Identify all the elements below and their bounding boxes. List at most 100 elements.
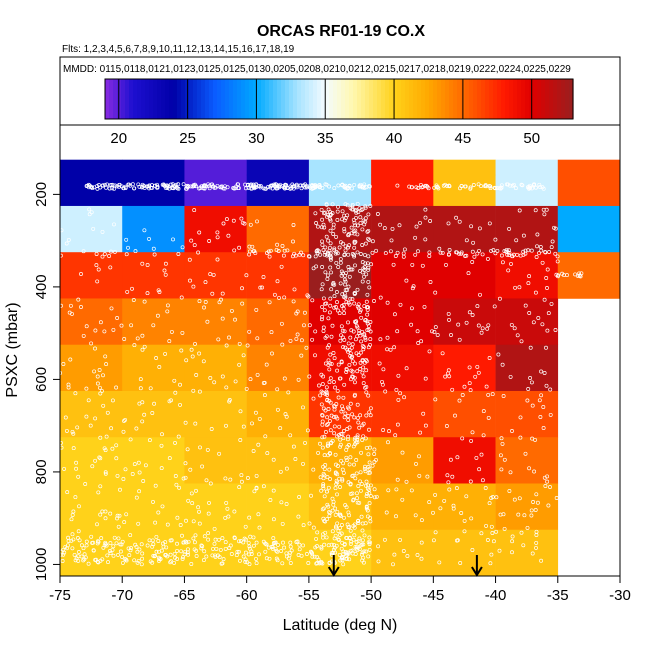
sample-point	[277, 184, 282, 189]
sample-point	[358, 488, 363, 493]
sample-point	[284, 183, 289, 188]
sample-point	[372, 447, 377, 452]
sample-point	[271, 536, 276, 541]
sample-point	[500, 441, 505, 446]
sample-point	[90, 540, 95, 545]
colorbar-strip	[381, 79, 386, 119]
colorbar-strip	[197, 79, 202, 119]
sample-point	[385, 335, 390, 340]
colorbar-strip	[169, 79, 174, 119]
sample-point	[357, 328, 362, 333]
colorbar-strip	[109, 79, 114, 119]
sample-point	[446, 221, 451, 226]
sample-point	[288, 544, 293, 549]
sample-point	[501, 512, 506, 517]
sample-point	[237, 539, 241, 544]
arrows	[327, 555, 483, 577]
sample-point	[409, 322, 414, 327]
sample-point	[219, 297, 223, 302]
sample-point	[320, 422, 325, 427]
sample-point	[366, 393, 371, 398]
sample-point	[301, 183, 305, 188]
colorbar-strip	[173, 79, 178, 119]
sample-point	[198, 186, 203, 190]
sample-point	[427, 254, 432, 258]
sample-point	[83, 482, 88, 486]
sample-point	[140, 400, 145, 405]
sample-point	[343, 411, 348, 416]
sample-point	[92, 369, 97, 374]
sample-point	[156, 510, 161, 515]
sample-point	[470, 260, 475, 264]
sample-point	[307, 521, 312, 526]
sample-point	[329, 287, 334, 292]
sample-point	[220, 374, 225, 379]
sample-point	[401, 254, 406, 259]
sample-point	[100, 557, 105, 562]
sample-point	[288, 184, 293, 189]
colorbar-strip	[557, 79, 562, 119]
sample-point	[224, 217, 229, 222]
colorbar-strip	[217, 79, 222, 119]
sample-point	[142, 299, 147, 304]
sample-point	[484, 384, 489, 389]
sample-point	[457, 337, 462, 342]
sample-point	[229, 552, 234, 556]
sample-point	[246, 552, 251, 557]
sample-point	[497, 186, 502, 191]
arrow-marker	[327, 555, 340, 577]
sample-point	[476, 182, 481, 187]
sample-point	[528, 376, 533, 380]
colorbar-strip	[421, 79, 426, 119]
sample-point	[311, 396, 316, 401]
sample-point	[357, 184, 362, 189]
sample-point	[72, 552, 77, 557]
sample-point	[268, 498, 273, 502]
sample-point	[137, 489, 142, 494]
sample-point	[70, 311, 74, 316]
sample-point	[526, 248, 531, 253]
sample-point	[183, 420, 188, 425]
colorbar-strip	[205, 79, 210, 119]
sample-point	[320, 304, 325, 309]
sample-point	[292, 287, 297, 292]
sample-point	[75, 425, 80, 430]
sample-point	[70, 532, 75, 537]
sample-point	[324, 423, 329, 427]
sample-point	[175, 557, 180, 561]
sample-point	[339, 360, 344, 365]
sample-point	[340, 556, 345, 561]
sample-point	[278, 469, 283, 474]
sample-point	[328, 428, 333, 433]
sample-point	[513, 285, 518, 290]
sample-point	[275, 242, 280, 247]
sample-point	[197, 509, 201, 514]
sample-point	[313, 545, 318, 550]
sample-point	[101, 373, 105, 378]
sample-point	[327, 380, 332, 385]
sample-point	[416, 249, 420, 254]
sample-point	[505, 182, 510, 187]
sample-point	[193, 421, 198, 426]
sample-point	[103, 470, 108, 475]
sample-point	[178, 523, 183, 527]
heatmap-cell	[246, 390, 310, 438]
sample-point	[188, 467, 193, 472]
sample-point	[545, 267, 550, 272]
sample-point	[165, 303, 170, 308]
sample-point	[414, 224, 419, 229]
sample-point	[440, 351, 445, 356]
sample-point	[322, 211, 326, 216]
sample-point	[156, 288, 161, 293]
heatmap-cell	[246, 344, 310, 392]
sample-point	[550, 239, 555, 244]
colorbar-strip	[377, 79, 382, 119]
sample-point	[326, 362, 331, 367]
sample-point	[375, 212, 380, 216]
sample-point	[153, 483, 158, 488]
heatmap-cell	[433, 483, 496, 531]
sample-point	[357, 500, 362, 505]
sample-point	[539, 393, 544, 398]
colorbar-border	[104, 78, 574, 120]
sample-point	[151, 499, 155, 504]
